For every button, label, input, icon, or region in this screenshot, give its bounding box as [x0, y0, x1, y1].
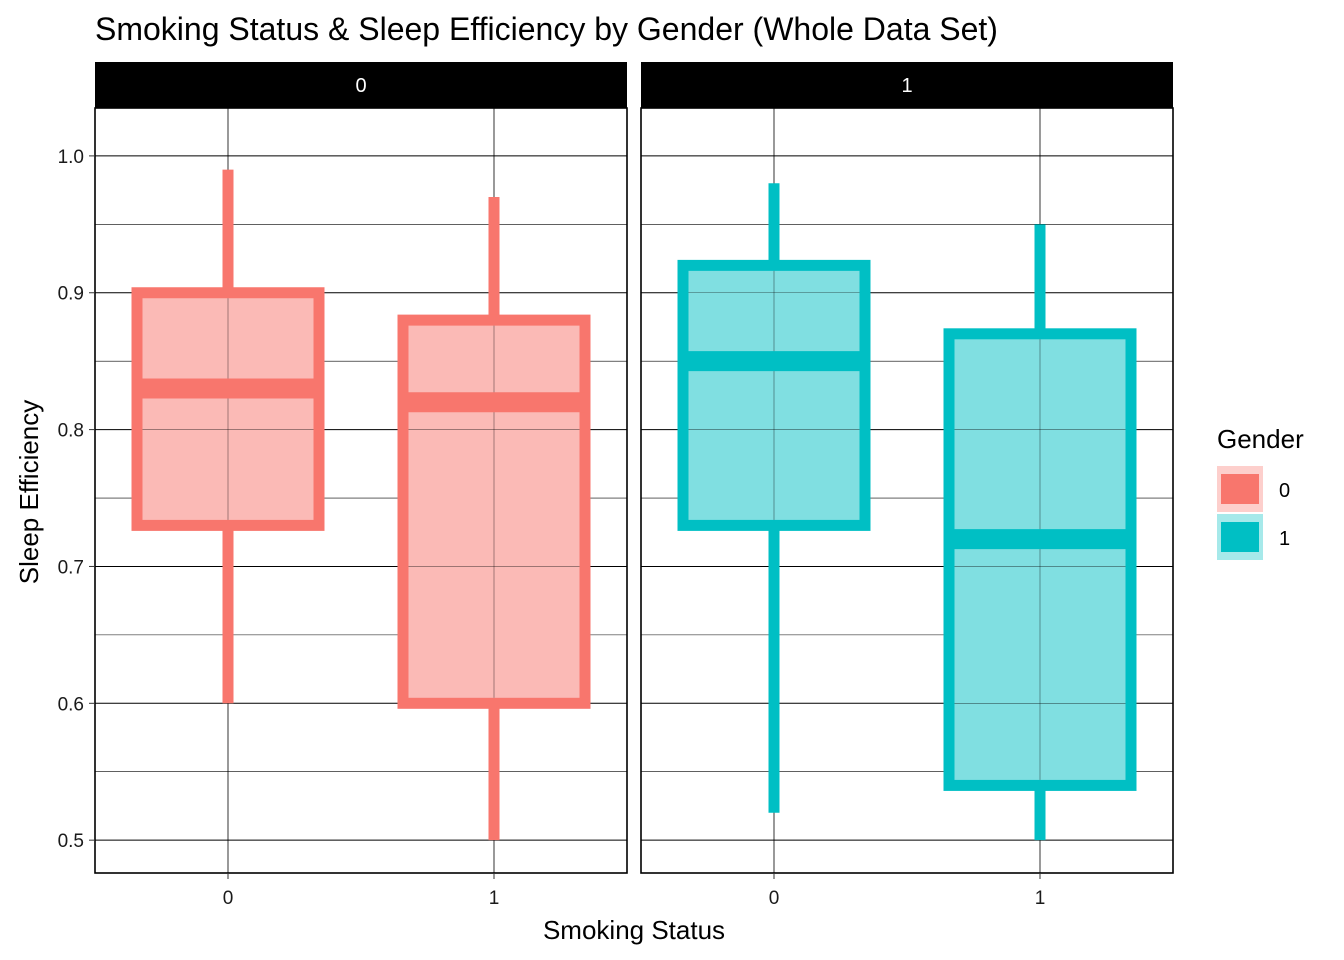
facet-panel-0: 0 0 1: [94, 62, 628, 909]
legend-label: 0: [1279, 480, 1290, 502]
facet-strip-label: 1: [901, 75, 912, 97]
x-tick-label: 0: [223, 888, 234, 909]
box-gender-1-smoking-1: [943, 224, 1137, 841]
y-tick-label: 0.8: [58, 421, 84, 442]
y-axis-title: Sleep Efficiency: [14, 400, 44, 585]
legend-key-1: [1217, 514, 1263, 560]
x-tick-label: 0: [769, 888, 780, 909]
facet-panel-1: 1 0 1: [640, 62, 1174, 909]
facet-panels: 0 0 1 1 0 1: [94, 62, 1174, 909]
legend-key-0: [1217, 466, 1263, 512]
legend: Gender 0 1: [1217, 424, 1304, 560]
panel-border: [94, 107, 628, 874]
y-tick-label: 0.9: [58, 284, 84, 305]
y-tick-label: 1.0: [58, 147, 84, 168]
facet-strip: [641, 62, 1173, 108]
box-gender-1-smoking-0: [677, 183, 871, 813]
box-gender-0-smoking-1: [397, 196, 591, 841]
y-axis: 0.5 0.6 0.7 0.8 0.9 1.0: [58, 147, 95, 852]
panel-border: [640, 107, 1174, 874]
x-tick-label: 1: [1035, 888, 1046, 909]
y-tick-label: 0.7: [58, 557, 84, 578]
facet-strip-label: 0: [355, 75, 366, 97]
x-axis-title: Smoking Status: [543, 915, 725, 945]
box-gender-0-smoking-0: [131, 169, 325, 704]
x-tick-label: 1: [489, 888, 500, 909]
y-tick-label: 0.5: [58, 831, 84, 852]
y-tick-label: 0.6: [58, 694, 84, 715]
chart-title: Smoking Status & Sleep Efficiency by Gen…: [95, 11, 998, 47]
legend-label: 1: [1279, 528, 1290, 550]
legend-title: Gender: [1217, 424, 1304, 454]
facet-strip: [95, 62, 627, 108]
